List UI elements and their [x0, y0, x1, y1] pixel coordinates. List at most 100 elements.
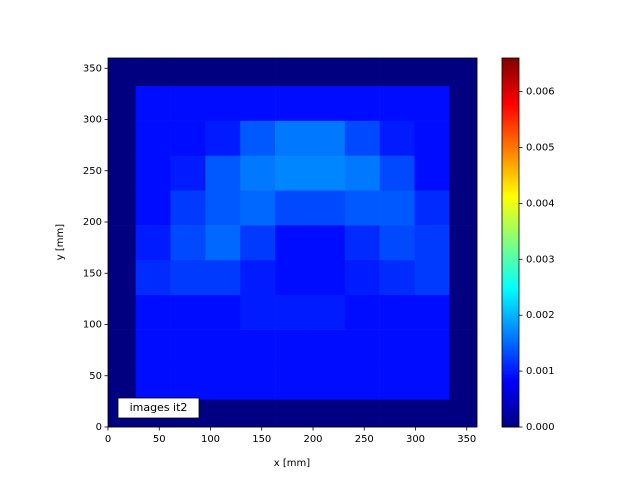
colorbar-step	[502, 399, 519, 402]
heatmap-cell	[344, 190, 380, 226]
heatmap-cell	[275, 58, 311, 86]
x-tick-label: 250	[355, 434, 374, 445]
annotation-box	[117, 397, 200, 419]
colorbar-step	[502, 131, 519, 135]
colorbar-step	[502, 308, 519, 312]
colorbar-step	[502, 211, 519, 214]
heatmap-cell	[205, 58, 241, 86]
colorbar-step	[502, 259, 519, 262]
heatmap-cell	[205, 399, 241, 428]
colorbar-step	[502, 377, 519, 380]
heatmap-cell	[449, 155, 478, 191]
colorbar-step	[502, 115, 519, 118]
colorbar-tick-label: 0.004	[526, 198, 555, 209]
heatmap-cell	[449, 329, 478, 365]
heatmap-cell	[379, 58, 415, 86]
colorbar-step	[502, 342, 519, 345]
colorbar-step	[502, 218, 519, 221]
colorbar-step	[502, 242, 519, 245]
heatmap-cell	[379, 399, 415, 428]
colorbar-step	[502, 343, 519, 347]
colorbar-step	[502, 307, 519, 310]
colorbar-step	[502, 246, 519, 249]
colorbar-step	[502, 296, 519, 299]
colorbar-step	[502, 157, 519, 160]
colorbar-step	[502, 137, 519, 140]
colorbar-step	[502, 227, 519, 231]
heatmap-cell	[344, 294, 380, 330]
heatmap-cell	[108, 259, 136, 296]
colorbar-step	[502, 279, 519, 282]
colorbar-frame	[501, 57, 520, 428]
heatmap-cell	[108, 120, 136, 156]
colorbar-step	[502, 345, 519, 349]
colorbar-step	[502, 224, 519, 227]
colorbar-step	[502, 314, 519, 317]
heatmap-cell	[170, 155, 206, 191]
heatmap-cell	[135, 85, 171, 121]
colorbar-step	[502, 332, 519, 336]
colorbar-step	[502, 353, 519, 356]
heatmap-cell	[240, 225, 276, 261]
heatmap-cell	[449, 190, 478, 226]
heatmap-cell	[309, 364, 346, 400]
colorbar-step	[502, 163, 519, 166]
heatmap-cell	[449, 120, 478, 156]
y-tick-label: 100	[83, 320, 102, 331]
heatmap-cell	[344, 85, 380, 121]
colorbar-step	[502, 98, 519, 101]
colorbar-step	[502, 240, 519, 243]
heatmap-cell	[379, 329, 415, 365]
heatmap-cell	[414, 329, 450, 365]
heatmap-cell	[449, 399, 478, 428]
colorbar-step	[502, 120, 519, 124]
heatmap-cell	[135, 329, 171, 365]
colorbar-step	[502, 126, 519, 129]
colorbar-step	[502, 390, 519, 393]
colorbar-step	[502, 395, 519, 398]
heatmap-cell	[205, 329, 241, 365]
heatmap-cell	[379, 259, 415, 296]
colorbar-step	[502, 128, 519, 131]
colorbar-step	[502, 275, 519, 279]
colorbar-step	[502, 233, 519, 236]
colorbar-step	[502, 397, 519, 400]
colorbar-step	[502, 401, 519, 404]
heatmap-cell	[240, 364, 276, 400]
colorbar-step	[502, 406, 519, 410]
heatmap-cell	[344, 399, 380, 428]
colorbar-step	[502, 67, 519, 70]
colorbar-step	[502, 417, 519, 421]
colorbar-step	[502, 257, 519, 260]
colorbar-step	[502, 185, 519, 188]
heatmap-cell	[275, 85, 311, 121]
heatmap-cell	[309, 225, 346, 261]
heatmap-cell	[309, 58, 346, 86]
heatmap-cell	[379, 364, 415, 400]
colorbar-step	[502, 70, 519, 74]
x-tick-label: 300	[406, 434, 425, 445]
colorbar-step	[502, 375, 519, 378]
heatmap-cell	[170, 190, 206, 226]
heatmap-cell	[135, 259, 171, 296]
colorbar-step	[502, 85, 519, 89]
heatmap-cell	[449, 85, 478, 121]
colorbar-step	[502, 72, 519, 76]
heatmap-cell	[344, 329, 380, 365]
colorbar-step	[502, 179, 519, 183]
colorbar-step	[502, 358, 519, 362]
colorbar-step	[502, 209, 519, 212]
colorbar-step	[502, 340, 519, 343]
colorbar-tick-label: 0.000	[526, 422, 555, 433]
colorbar-step	[502, 207, 519, 210]
heatmap-cell	[414, 259, 450, 296]
heatmap-cell	[275, 329, 311, 365]
colorbar-step	[502, 58, 519, 61]
colorbar-step	[502, 251, 519, 255]
colorbar-step	[502, 229, 519, 232]
heatmap-cell	[344, 259, 380, 296]
heatmap-cell	[414, 120, 450, 156]
colorbar-step	[502, 355, 519, 358]
colorbar-tick-label: 0.006	[526, 87, 555, 98]
heatmap-cell	[275, 364, 311, 400]
